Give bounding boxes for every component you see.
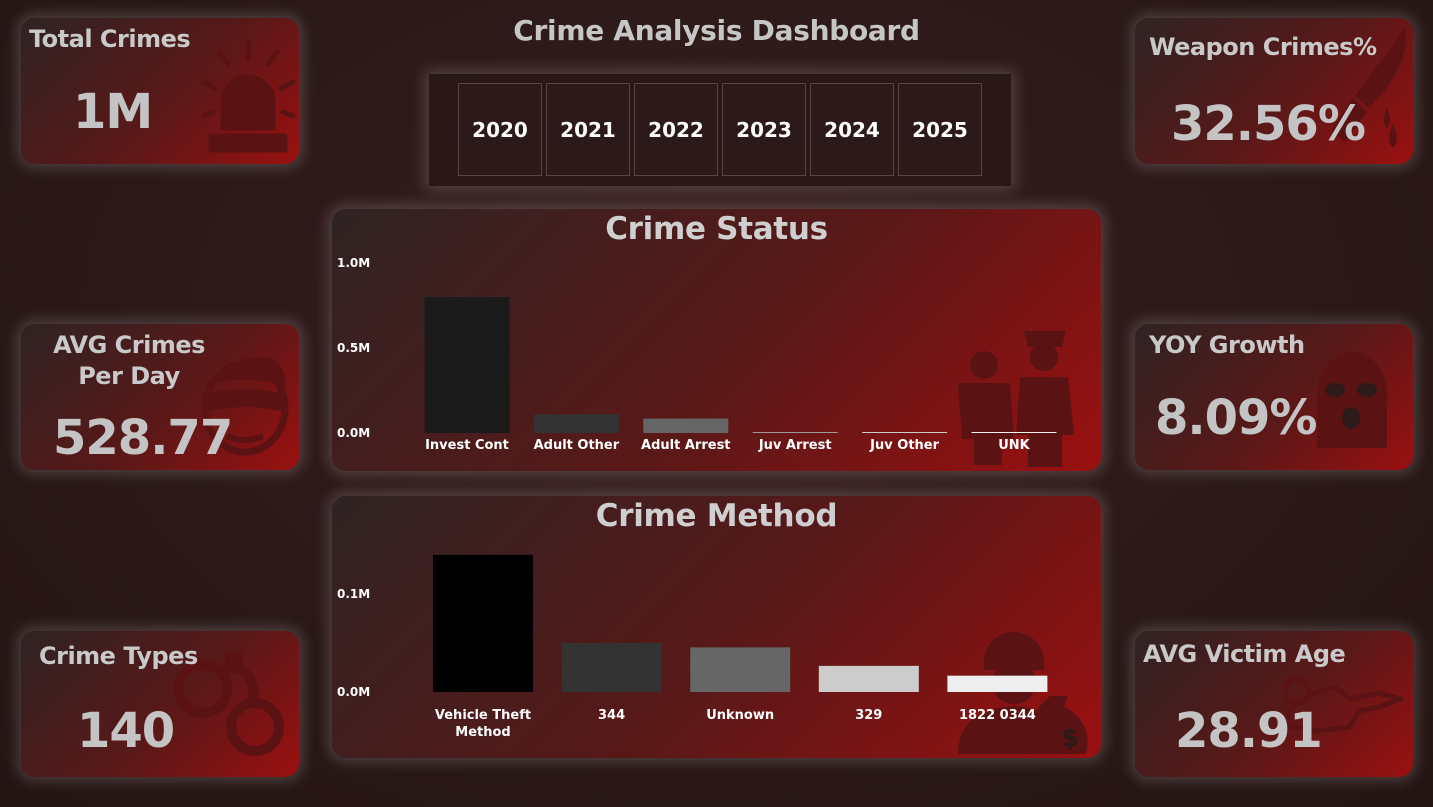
status-bar-2[interactable] <box>533 414 619 433</box>
crime-method-title: Crime Method <box>595 498 838 534</box>
weapon-crimes-card: Weapon Crimes% 32.56% <box>1135 18 1413 164</box>
year-button-2021[interactable]: 2021 <box>546 83 630 176</box>
crime-status-panel: Crime Status 1.0M 0.5M 0.0M Invest Cont A… <box>332 209 1101 471</box>
crime-method-panel: Crime Method 0.1M 0.0M $ Vehicle Theft M… <box>332 496 1101 758</box>
avg-crimes-per-day-card: AVG Crimes Per Day 528.77 <box>21 324 299 470</box>
status-y-tick-1: 1.0M <box>337 256 371 270</box>
body-outline-icon <box>1282 676 1404 734</box>
status-bar-1[interactable] <box>424 297 510 433</box>
crime-status-chart <box>424 297 1057 433</box>
crime-status-title: Crime Status <box>605 211 828 247</box>
status-bar-3[interactable] <box>643 418 729 433</box>
year-button-2023[interactable]: 2023 <box>722 83 806 176</box>
crime-types-label: Crime Types <box>39 642 198 670</box>
crime-types-card: Crime Types 140 <box>21 631 299 777</box>
siren-icon <box>200 39 296 153</box>
method-x-label-2: 344 <box>598 708 626 723</box>
status-bar-4[interactable] <box>752 432 838 433</box>
masked-thief-icon <box>201 357 289 456</box>
method-bar-2[interactable] <box>561 643 662 692</box>
yoy-growth-card: YOY Growth 8.09% <box>1135 324 1413 470</box>
status-x-label-2: Adult Other <box>533 438 620 453</box>
method-x-label-4: 329 <box>855 708 883 723</box>
bloody-knife-icon <box>1331 28 1407 148</box>
avg-crimes-per-day-label: AVG Crimes Per Day <box>53 331 205 390</box>
total-crimes-label: Total Crimes <box>29 25 191 53</box>
avg-victim-age-label: AVG Victim Age <box>1143 640 1346 668</box>
weapon-crimes-value: 32.56% <box>1171 96 1366 152</box>
year-button-2025[interactable]: 2025 <box>898 83 982 176</box>
year-button-2022[interactable]: 2022 <box>634 83 718 176</box>
method-bar-5[interactable] <box>947 675 1048 692</box>
status-x-label-6: UNK <box>998 438 1030 453</box>
yoy-growth-label: YOY Growth <box>1149 331 1305 359</box>
police-arrest-icon <box>958 331 1074 467</box>
total-crimes-card: Total Crimes 1M <box>21 18 299 164</box>
crime-method-chart <box>433 554 1048 692</box>
status-x-label-1: Invest Cont <box>425 438 509 453</box>
balaclava-icon <box>1317 352 1387 448</box>
avg-victim-age-value: 28.91 <box>1175 703 1323 759</box>
method-x-label-3: Unknown <box>706 708 775 723</box>
status-y-tick-2: 0.5M <box>337 341 371 355</box>
dashboard-title: Crime Analysis Dashboard <box>513 14 920 47</box>
handcuffs-icon <box>174 653 284 756</box>
total-crimes-value: 1M <box>73 84 153 140</box>
method-x-label-1: Vehicle Theft Method <box>434 708 532 740</box>
status-x-label-5: Juv Other <box>870 438 940 453</box>
avg-victim-age-card: AVG Victim Age 28.91 <box>1135 631 1413 777</box>
method-bar-3[interactable] <box>690 647 791 692</box>
method-y-tick-2: 0.0M <box>337 685 371 699</box>
weapon-crimes-label: Weapon Crimes% <box>1149 33 1377 61</box>
method-bar-4[interactable] <box>818 665 919 692</box>
status-y-tick-3: 0.0M <box>337 426 371 440</box>
method-x-label-5: 1822 0344 <box>958 708 1036 723</box>
status-x-label-4: Juv Arrest <box>758 438 832 453</box>
method-bar-1[interactable] <box>433 554 533 692</box>
crime-types-value: 140 <box>77 703 175 759</box>
year-button-2024[interactable]: 2024 <box>810 83 894 176</box>
svg-text:$: $ <box>1061 723 1079 753</box>
yoy-growth-value: 8.09% <box>1155 390 1318 446</box>
year-slicer: 2020 2021 2022 2023 2024 2025 <box>429 74 1011 186</box>
method-y-tick-1: 0.1M <box>337 587 371 601</box>
status-bar-6[interactable] <box>971 432 1057 433</box>
avg-crimes-per-day-value: 528.77 <box>53 410 233 466</box>
status-bar-5[interactable] <box>862 432 948 433</box>
status-x-label-3: Adult Arrest <box>641 438 731 453</box>
year-button-2020[interactable]: 2020 <box>458 83 542 176</box>
